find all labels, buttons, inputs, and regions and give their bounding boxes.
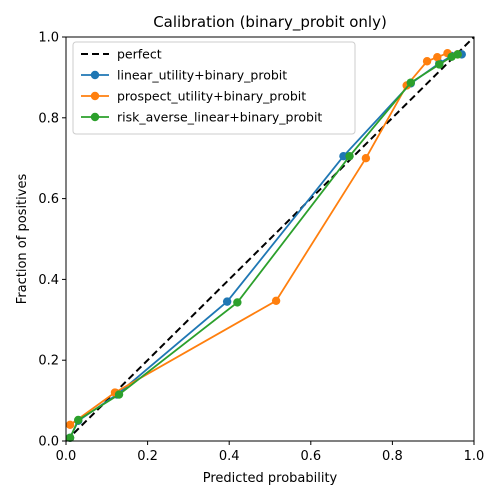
x-tick-label: 1.0 [464, 449, 485, 464]
y-tick-label: 0.0 [38, 435, 59, 450]
series-prospect-utility-binary-probit [65, 48, 462, 430]
data-point [433, 53, 442, 62]
data-point [422, 57, 432, 66]
y-tick-label: 0.8 [38, 111, 59, 126]
legend-box [72, 41, 356, 135]
legend-entry-risk-averse-linear-binary-probit: risk_averse_linear+binary_probit [81, 110, 322, 125]
x-tick-label: 0.2 [137, 449, 158, 464]
data-point [65, 420, 75, 430]
data-point [65, 433, 75, 442]
y-axis-label: Fraction of positives [15, 174, 30, 305]
legend-swatch-marker [90, 112, 100, 122]
x-tick-label: 0.4 [219, 449, 240, 464]
legend-swatch-marker [90, 70, 100, 80]
x-tick-label: 0.6 [300, 449, 321, 464]
data-point [406, 78, 415, 87]
data-point [74, 415, 83, 425]
data-point [233, 298, 242, 307]
data-point [453, 50, 462, 59]
x-tick-label: 0.0 [56, 449, 77, 464]
data-point [339, 151, 348, 161]
legend-swatch-marker [90, 91, 100, 101]
data-point [345, 151, 354, 161]
data-point [222, 297, 232, 306]
y-tick-label: 0.6 [38, 192, 59, 207]
series-layer [65, 36, 475, 442]
legend-entry-prospect-utility-binary-probit: prospect_utility+binary_probit [81, 89, 306, 104]
plot-frame [65, 36, 475, 442]
data-point [435, 60, 444, 69]
y-tick-label: 1.0 [38, 31, 59, 46]
series-risk-averse-linear-binary-probit [65, 50, 462, 442]
x-tick-label: 0.8 [382, 449, 403, 464]
data-point [271, 296, 281, 306]
perfect-reference-line [65, 36, 475, 442]
data-point [361, 154, 371, 163]
data-point [114, 390, 124, 399]
legend-label: risk_averse_linear+binary_probit [117, 110, 322, 125]
y-tick-label: 0.4 [38, 273, 59, 288]
x-axis-label: Predicted probability [203, 471, 338, 486]
legend-label: perfect [117, 47, 162, 62]
legend: perfect linear_utility+binary_probitprosp… [72, 41, 356, 135]
ticks-layer: 0.0 0.2 0.4 0.6 0.8 1.0 0.0 0.2 0.4 0.6 0.8 1.0 [38, 31, 484, 465]
chart-title: Calibration (binary_probit only) [153, 13, 387, 32]
legend-entry-linear-utility-binary-probit: linear_utility+binary_probit [81, 68, 287, 83]
y-tick-label: 0.2 [38, 354, 59, 369]
legend-label: linear_utility+binary_probit [117, 68, 287, 83]
legend-label: prospect_utility+binary_probit [117, 89, 306, 104]
legend-entry-perfect: perfect [81, 47, 162, 62]
